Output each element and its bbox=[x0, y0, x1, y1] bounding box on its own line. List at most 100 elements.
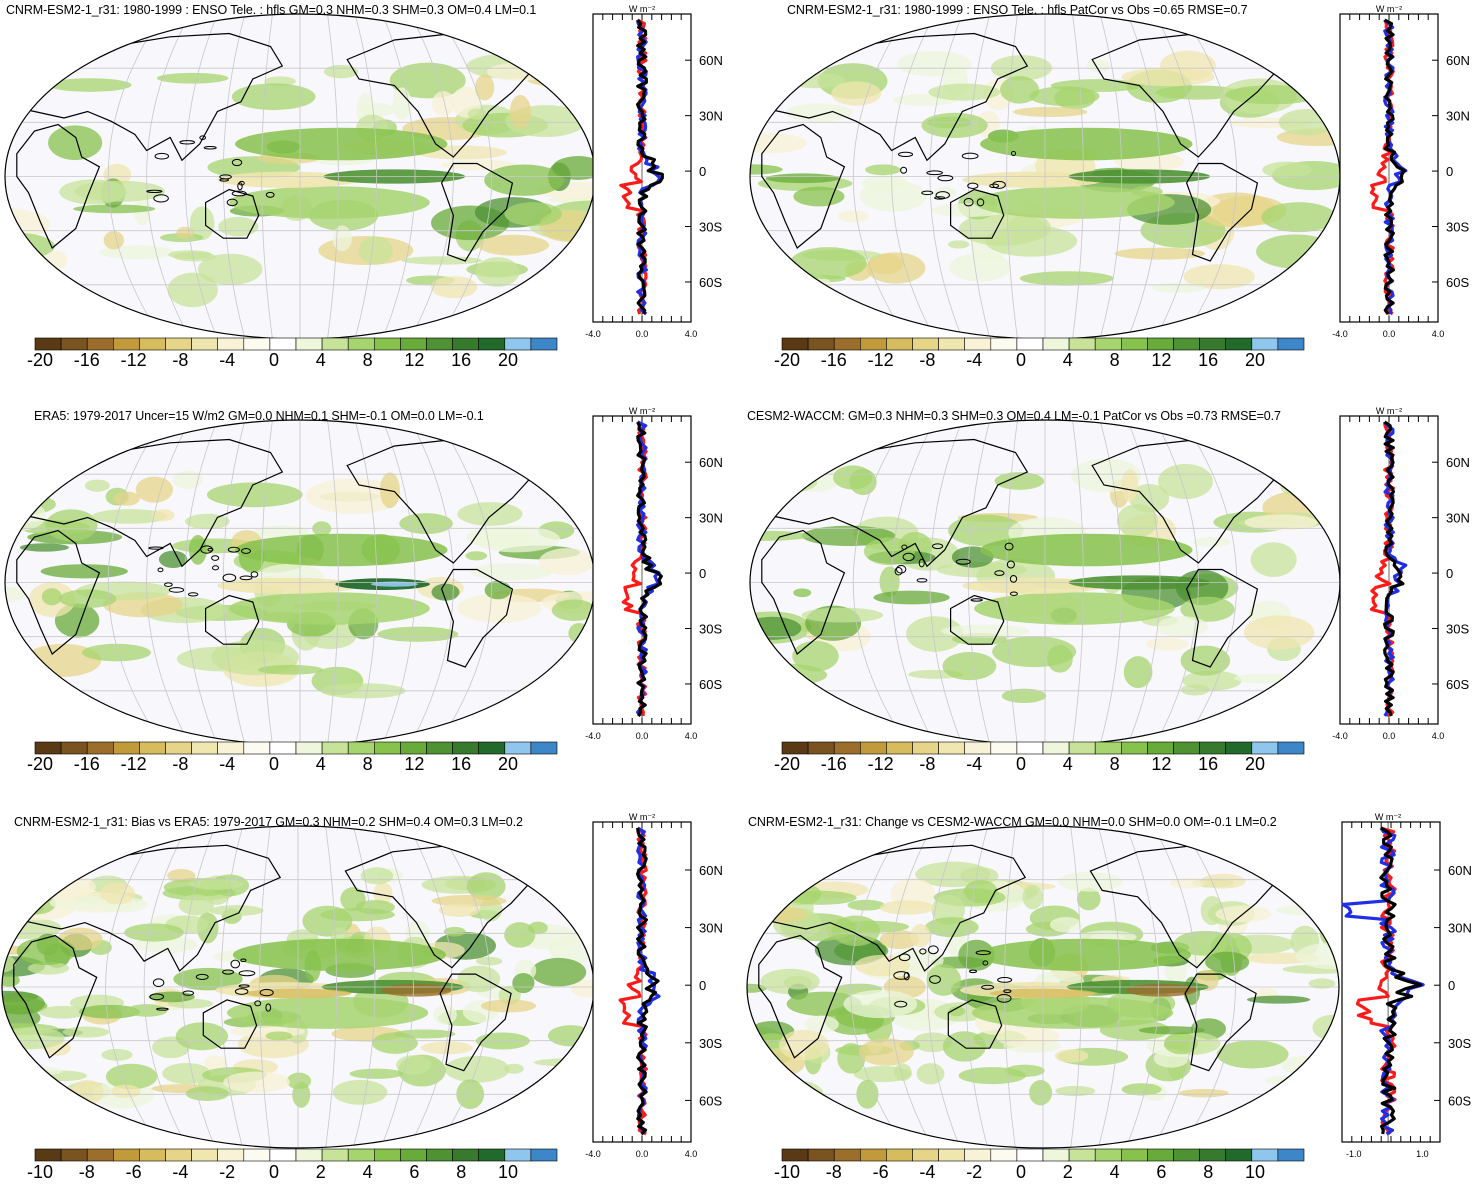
profile-lat-label: 30S bbox=[699, 220, 722, 235]
colorbar-swatch bbox=[530, 741, 558, 755]
profile-tick-label: -4.0 bbox=[1332, 329, 1348, 339]
colorbar-label: 20 bbox=[498, 350, 518, 370]
colorbar-swatch bbox=[860, 741, 887, 755]
tropical-bands bbox=[962, 533, 1211, 625]
profile-lat-label: 30S bbox=[699, 1036, 722, 1051]
colorbar-swatch bbox=[886, 741, 913, 755]
world-map bbox=[747, 826, 1339, 1148]
colorbar-swatch bbox=[452, 337, 480, 351]
colorbar-swatch bbox=[807, 1148, 835, 1162]
colorbar-label: 0 bbox=[1016, 754, 1026, 774]
colorbar-swatch bbox=[1094, 337, 1122, 351]
colorbar-label: 8 bbox=[363, 754, 373, 774]
colorbar-swatch bbox=[1147, 741, 1174, 755]
panel-title: CESM2-WACCM: GM=0.3 NHM=0.3 SHM=0.3 OM=0… bbox=[747, 409, 1281, 423]
colorbar-swatch bbox=[781, 337, 809, 351]
colorbar: -10 -8 -6 -4 -2 0 2 4 6 8 10 bbox=[27, 1148, 558, 1182]
panel-title: CNRM-ESM2-1_r31: 1980-1999 : ENSO Tele. … bbox=[6, 3, 537, 17]
profile-tick-label: 4.0 bbox=[685, 1149, 698, 1159]
profile-line-red bbox=[1355, 826, 1397, 1135]
profile-lat-label: 60S bbox=[699, 275, 722, 290]
colorbar-swatch bbox=[938, 1148, 966, 1162]
colorbar-label: 4 bbox=[1110, 1162, 1120, 1182]
colorbar-swatch bbox=[1120, 1148, 1148, 1162]
profile-lat-label: 30S bbox=[699, 622, 722, 637]
profile-lat-label: 0 bbox=[699, 566, 706, 581]
colorbar-label: 8 bbox=[456, 1162, 466, 1182]
colorbar-label: 12 bbox=[404, 754, 424, 774]
colorbar-swatch bbox=[478, 337, 506, 351]
zonal-profile: W m⁻² 60N 30N 0 30S 60S -4.0 0.0 4.0 bbox=[585, 4, 723, 339]
world-map bbox=[5, 420, 595, 745]
profile-lat-label: 60S bbox=[699, 677, 722, 692]
profile-lat-label: 30S bbox=[1446, 622, 1469, 637]
colorbar-swatch bbox=[1251, 741, 1279, 755]
colorbar-label: -10 bbox=[27, 1162, 53, 1182]
colorbar-swatch bbox=[530, 1148, 558, 1162]
map-figure: -10 -8 -6 -4 -2 0 2 4 6 8 10 W m⁻² 60N 30N 0 30S 60S -1.0… bbox=[746, 812, 1472, 1182]
profile-lat-label: 30N bbox=[699, 921, 723, 936]
profile-lat-label: 0 bbox=[1446, 566, 1453, 581]
world-map bbox=[750, 14, 1340, 339]
colorbar-label: 12 bbox=[404, 350, 424, 370]
profile-lat-label: 60N bbox=[699, 53, 723, 68]
graticule bbox=[5, 14, 595, 339]
colorbar-swatch bbox=[243, 337, 271, 351]
graticule bbox=[5, 420, 595, 745]
colorbar-label: 20 bbox=[498, 754, 518, 774]
profile-lat-label: 60N bbox=[1446, 53, 1470, 68]
colorbar-swatch bbox=[86, 1148, 114, 1162]
colorbar-swatch bbox=[295, 741, 323, 755]
profile-tick-label: 4.0 bbox=[685, 731, 698, 741]
colorbar-label: 6 bbox=[1156, 1162, 1166, 1182]
colorbar-swatch bbox=[321, 741, 349, 755]
colorbar-swatch bbox=[60, 337, 88, 351]
colorbar-label: 4 bbox=[363, 1162, 373, 1182]
colorbar-label: 8 bbox=[1203, 1162, 1213, 1182]
colorbar-swatch bbox=[781, 1148, 809, 1162]
colorbar-swatch bbox=[1251, 1148, 1279, 1162]
profile-tick-label: -4.0 bbox=[585, 731, 601, 741]
colorbar-swatch bbox=[400, 337, 427, 351]
panel-model-enso: CNRM-ESM2-1_r31: 1980-1999 : ENSO Tele. … bbox=[0, 0, 745, 400]
graticule bbox=[750, 14, 1340, 339]
colorbar-label: 2 bbox=[316, 1162, 326, 1182]
profile-lat-label: 30N bbox=[1446, 109, 1470, 124]
colorbar-swatch bbox=[1042, 1148, 1070, 1162]
colorbar-swatch bbox=[269, 1148, 297, 1162]
colorbar-label: -20 bbox=[27, 754, 53, 774]
colorbar-swatch bbox=[1094, 1148, 1122, 1162]
colorbar-label: 10 bbox=[498, 1162, 518, 1182]
colorbar-swatch bbox=[912, 741, 939, 755]
colorbar-swatch bbox=[1225, 337, 1253, 351]
colorbar-swatch bbox=[964, 741, 992, 755]
colorbar-swatch bbox=[530, 337, 558, 351]
profile-lat-label: 30S bbox=[1446, 220, 1469, 235]
colorbar-label: -8 bbox=[919, 754, 935, 774]
colorbar-swatch bbox=[1120, 741, 1148, 755]
colorbar-swatch bbox=[400, 741, 427, 755]
profile-unit: W m⁻² bbox=[629, 406, 655, 416]
colorbar-swatch bbox=[165, 1148, 192, 1162]
colorbar-label: -4 bbox=[966, 350, 982, 370]
profile-tick-label: 0.0 bbox=[636, 329, 649, 339]
colorbar: -10 -8 -6 -4 -2 0 2 4 6 8 10 bbox=[774, 1148, 1305, 1182]
colorbar-label: 12 bbox=[1151, 754, 1171, 774]
colorbar-swatch bbox=[321, 337, 349, 351]
colorbar-label: 0 bbox=[269, 1162, 279, 1182]
tropical-bands bbox=[962, 127, 1211, 219]
colorbar-label: 4 bbox=[316, 350, 326, 370]
colorbar-swatch bbox=[347, 337, 375, 351]
zonal-profile: W m⁻² 60N 30N 0 30S 60S -4.0 0.0 4.0 bbox=[1332, 4, 1470, 339]
colorbar-swatch bbox=[478, 741, 506, 755]
colorbar-swatch bbox=[1277, 1148, 1305, 1162]
profile-lat-label: 0 bbox=[1448, 978, 1455, 993]
profile-lat-label: 60N bbox=[1446, 455, 1470, 470]
colorbar-swatch bbox=[833, 741, 861, 755]
colorbar-swatch bbox=[504, 741, 532, 755]
colorbar-swatch bbox=[321, 1148, 349, 1162]
colorbar-swatch bbox=[113, 741, 140, 755]
colorbar-label: 16 bbox=[1198, 754, 1218, 774]
colorbar-label: -4 bbox=[172, 1162, 188, 1182]
profile-lat-label: 0 bbox=[699, 164, 706, 179]
